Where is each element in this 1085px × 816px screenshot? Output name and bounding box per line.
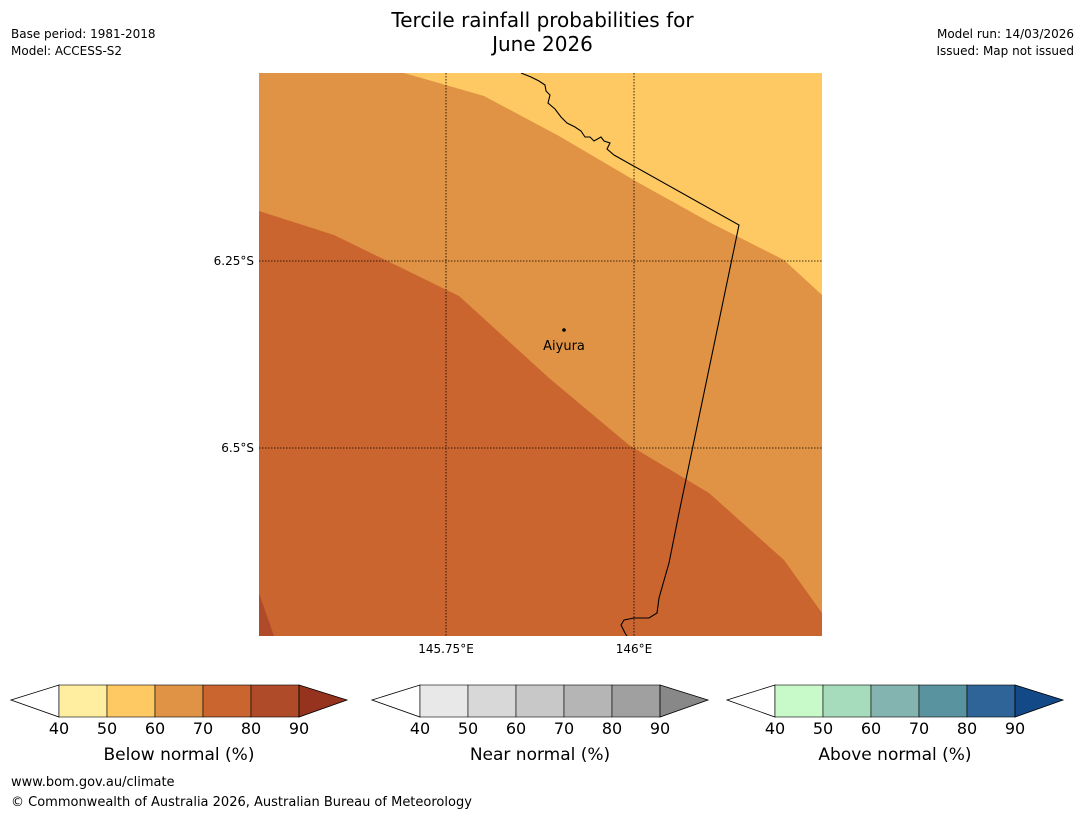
colorbar-below-bin-1 <box>58 684 108 718</box>
footer-url[interactable]: www.bom.gov.au/climate <box>11 775 175 790</box>
tick-below-70: 70 <box>192 719 214 738</box>
tick-below-80: 80 <box>240 719 262 738</box>
tick-below-90: 90 <box>288 719 310 738</box>
issued-text: Issued: Map not issued <box>936 44 1074 58</box>
tick-above-50: 50 <box>812 719 834 738</box>
rainfall-map[interactable]: Aiyura <box>259 73 822 636</box>
tick-above-60: 60 <box>860 719 882 738</box>
aiyura-marker <box>562 328 566 332</box>
tick-below-60: 60 <box>144 719 166 738</box>
footer-copyright: © Commonwealth of Australia 2026, Austra… <box>11 795 472 810</box>
colorbar-above-bin-2 <box>822 684 872 718</box>
colorbar-above-bin-3 <box>870 684 920 718</box>
meta-left: Base period: 1981-2018 Model: ACCESS-S2 <box>11 26 156 60</box>
colorbar-above-under <box>725 684 776 718</box>
base-period-text: Base period: 1981-2018 <box>11 27 156 41</box>
tick-above-70: 70 <box>908 719 930 738</box>
tick-near-90: 90 <box>649 719 671 738</box>
colorbar-above-bin-1 <box>774 684 824 718</box>
zone-80-90 <box>259 593 274 636</box>
colorbar-near-bin-2 <box>467 684 517 718</box>
tick-near-60: 60 <box>505 719 527 738</box>
caption-below: Below normal (%) <box>103 745 255 765</box>
colorbar-near-over <box>659 684 710 718</box>
legend-below-normal: 40 50 60 70 80 90 Below normal (%) <box>0 683 360 768</box>
tick-near-70: 70 <box>553 719 575 738</box>
caption-above: Above normal (%) <box>818 745 972 765</box>
model-run-text: Model run: 14/03/2026 <box>936 27 1074 41</box>
tick-below-40: 40 <box>48 719 70 738</box>
title-line-1: Tercile rainfall probabilities for <box>391 8 694 32</box>
colorbar-below-bin-4 <box>202 684 252 718</box>
tick-near-80: 80 <box>601 719 623 738</box>
aiyura-label: Aiyura <box>543 339 585 354</box>
colorbar-above-bin-5 <box>966 684 1016 718</box>
zone-70-80 <box>259 211 822 636</box>
tick-below-50: 50 <box>96 719 118 738</box>
caption-near: Near normal (%) <box>469 745 611 765</box>
title-line-2: June 2026 <box>492 32 593 56</box>
colorbar-near <box>370 684 710 718</box>
lat-label-6-25: 6.25°S <box>213 254 254 268</box>
legend-near-normal: 40 50 60 70 80 90 Near normal (%) <box>361 683 721 768</box>
colorbar-near-bin-1 <box>419 684 469 718</box>
tick-near-50: 50 <box>457 719 479 738</box>
tick-near-40: 40 <box>409 719 431 738</box>
legend-above-normal: 40 50 60 70 80 90 Above normal (%) <box>716 683 1076 768</box>
tick-above-90: 90 <box>1004 719 1026 738</box>
colorbar-below-bin-5 <box>250 684 300 718</box>
tick-above-80: 80 <box>956 719 978 738</box>
colorbar-below <box>9 684 349 718</box>
colorbar-above-bin-4 <box>918 684 968 718</box>
model-text: Model: ACCESS-S2 <box>11 44 123 58</box>
lat-label-6-5: 6.5°S <box>221 441 254 455</box>
colorbar-near-bin-4 <box>563 684 613 718</box>
colorbar-near-bin-5 <box>611 684 661 718</box>
tick-above-40: 40 <box>764 719 786 738</box>
lon-label-146: 146°E <box>615 642 653 656</box>
colorbar-below-under <box>9 684 60 718</box>
colorbar-above-over <box>1014 684 1065 718</box>
map-title: Tercile rainfall probabilities for June … <box>0 8 1085 56</box>
colorbar-below-over <box>298 684 349 718</box>
meta-right: Model run: 14/03/2026 Issued: Map not is… <box>936 26 1074 60</box>
colorbar-below-bin-3 <box>154 684 204 718</box>
colorbar-near-bin-3 <box>515 684 565 718</box>
colorbar-below-bin-2 <box>106 684 156 718</box>
colorbar-near-under <box>370 684 421 718</box>
lon-label-145-75: 145.75°E <box>418 642 474 656</box>
colorbar-above <box>725 684 1065 718</box>
province-border <box>520 73 740 636</box>
